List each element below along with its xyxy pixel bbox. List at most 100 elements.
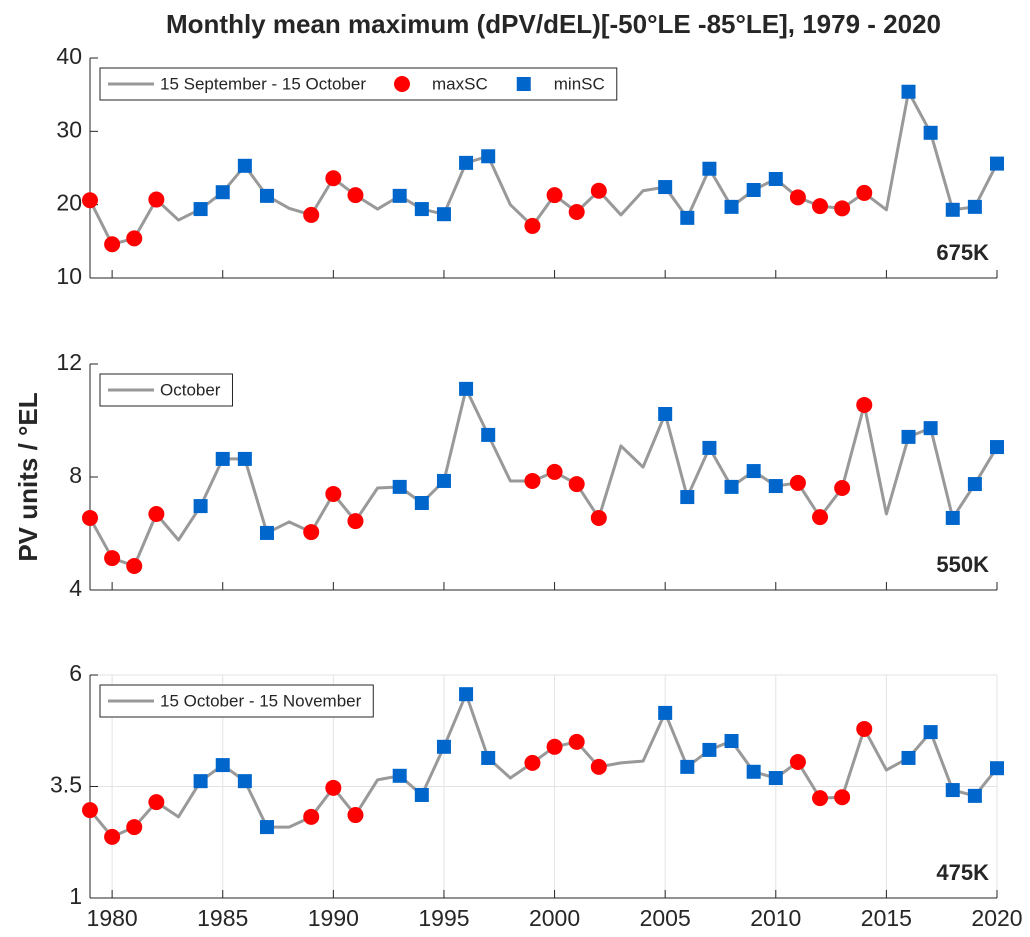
marker	[414, 495, 429, 510]
y-tick-label: 3.5	[50, 772, 82, 798]
marker	[680, 210, 695, 225]
y-tick-label: 20	[56, 190, 82, 216]
marker	[812, 790, 829, 807]
marker	[746, 464, 761, 479]
chart-title: Monthly mean maximum (dPV/dEL)[-50°LE -8…	[166, 9, 941, 39]
series-line	[88, 387, 999, 568]
marker	[546, 738, 563, 755]
marker	[392, 768, 407, 783]
marker	[414, 787, 429, 802]
marker	[702, 161, 717, 176]
marker	[901, 84, 916, 99]
marker	[834, 480, 851, 497]
marker	[768, 172, 783, 186]
marker	[789, 474, 806, 491]
marker	[945, 783, 960, 798]
y-axis-label: PV units / °EL	[13, 392, 43, 561]
marker	[524, 472, 541, 489]
marker	[82, 509, 98, 526]
marker	[856, 720, 873, 737]
marker	[215, 185, 230, 200]
marker	[126, 819, 143, 836]
marker	[259, 188, 274, 203]
annotation: 475K	[936, 860, 989, 885]
marker	[392, 188, 407, 203]
marker	[834, 200, 851, 217]
marker	[237, 774, 252, 789]
marker	[590, 758, 607, 775]
marker	[967, 477, 982, 492]
marker	[436, 473, 451, 488]
marker	[459, 155, 474, 170]
y-tick-label: 8	[69, 462, 82, 488]
annotation: 550K	[936, 552, 989, 577]
marker	[303, 524, 320, 541]
marker	[768, 771, 783, 786]
x-tick-label: 1985	[197, 905, 248, 931]
marker	[82, 802, 98, 819]
x-tick-label: 2005	[640, 905, 691, 931]
marker	[568, 476, 585, 493]
marker	[259, 820, 274, 835]
marker	[436, 739, 451, 754]
marker	[193, 202, 208, 217]
marker	[82, 192, 98, 209]
marker	[215, 758, 230, 773]
marker	[923, 421, 938, 436]
legend-label: maxSC	[432, 74, 488, 93]
x-tick-label: 1990	[308, 905, 359, 931]
x-tick-label: 2020	[971, 905, 1022, 931]
marker	[104, 828, 121, 845]
marker	[923, 725, 938, 740]
x-tick-label: 2015	[861, 905, 912, 931]
marker	[193, 499, 208, 514]
y-tick-label: 12	[56, 349, 82, 375]
legend-label: 15 September - 15 October	[160, 74, 366, 93]
y-tick-label: 10	[56, 263, 82, 289]
marker	[546, 463, 563, 480]
legend-label: October	[160, 380, 221, 399]
marker	[901, 750, 916, 765]
marker	[856, 184, 873, 201]
marker	[126, 557, 143, 574]
marker	[680, 759, 695, 774]
marker	[967, 788, 982, 803]
marker	[923, 125, 938, 140]
marker	[789, 189, 806, 206]
marker	[148, 794, 165, 811]
marker	[347, 807, 364, 824]
marker	[148, 191, 165, 208]
x-tick-label: 1995	[418, 905, 469, 931]
marker	[568, 733, 585, 750]
marker	[945, 510, 960, 525]
y-tick-label: 30	[56, 116, 82, 142]
marker	[347, 513, 364, 530]
marker	[990, 156, 1004, 171]
marker	[568, 204, 585, 220]
legend-label: minSC	[554, 74, 605, 93]
marker	[414, 202, 429, 217]
y-tick-label: 1	[69, 883, 82, 909]
marker	[990, 761, 1004, 776]
y-tick-label: 40	[56, 43, 82, 69]
marker	[347, 187, 364, 204]
marker	[702, 742, 717, 757]
x-tick-label: 2010	[750, 905, 801, 931]
marker	[901, 429, 916, 444]
annotation: 675K	[936, 240, 989, 265]
marker	[746, 764, 761, 779]
marker	[990, 440, 1004, 455]
x-tick-label: 1980	[87, 905, 138, 931]
marker	[702, 440, 717, 455]
marker	[459, 381, 474, 396]
marker	[680, 490, 695, 505]
marker	[237, 158, 252, 173]
marker	[546, 187, 563, 204]
marker	[724, 734, 739, 749]
marker	[215, 451, 230, 466]
y-tick-label: 6	[69, 660, 82, 686]
marker	[524, 217, 541, 234]
marker	[724, 199, 739, 214]
marker	[481, 427, 496, 442]
